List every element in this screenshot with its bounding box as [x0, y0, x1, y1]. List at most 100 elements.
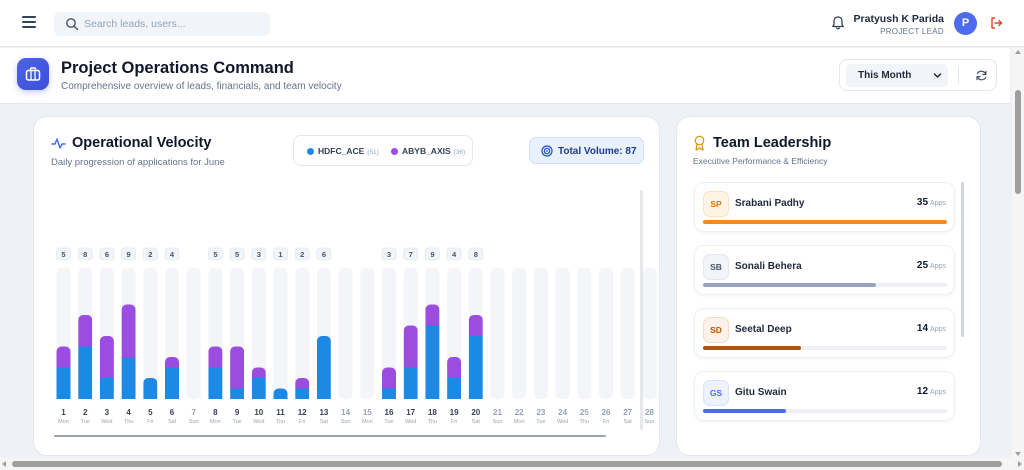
chart-scroll-track: [640, 190, 643, 430]
briefcase-icon: [17, 58, 49, 90]
bar-total-label: 2: [300, 250, 304, 259]
member-progress-fill: [703, 346, 801, 350]
team-member-card[interactable]: SD Seetal Deep 14 Apps: [694, 308, 955, 358]
activity-icon: [51, 138, 66, 149]
bar-track: [642, 268, 657, 399]
x-tick-weekday: Tue: [536, 419, 545, 425]
member-initials: GS: [703, 380, 729, 406]
bar-segment-abyb: [56, 346, 71, 368]
search-icon: [66, 18, 79, 31]
x-tick-weekday: Tue: [232, 419, 241, 425]
legend-item-abyb[interactable]: ABYB_AXIS (36): [391, 146, 465, 156]
x-tick-day: 6: [170, 408, 175, 417]
x-tick-day: 22: [515, 408, 524, 417]
bar-track: [186, 268, 201, 399]
member-progress-track: [703, 409, 947, 413]
bar-segment-hdfc: [382, 388, 396, 399]
x-tick-weekday: Tue: [384, 419, 393, 425]
member-apps-value: 35: [916, 197, 929, 208]
member-name: Gitu Swain: [735, 387, 787, 398]
member-apps-value: 14: [916, 323, 929, 334]
avatar[interactable]: P: [954, 12, 977, 35]
operational-velocity-card: Operational Velocity Daily progression o…: [33, 116, 660, 456]
page-vertical-scrollbar[interactable]: [1012, 48, 1024, 458]
top-bar: Search leads, users... Pratyush K Parida…: [0, 0, 1024, 47]
x-tick-weekday: Fri: [299, 419, 305, 425]
x-tick-day: 12: [298, 408, 307, 417]
bar-total-badge: [424, 247, 440, 261]
x-tick-weekday: Mon: [362, 419, 373, 425]
bar-track: [599, 268, 613, 399]
menu-icon[interactable]: [22, 16, 36, 28]
member-name: Sonali Behera: [735, 261, 802, 272]
x-tick-day: 25: [580, 408, 589, 417]
bar-track: [533, 268, 548, 399]
x-tick-weekday: Wed: [253, 419, 264, 425]
member-name: Srabani Padhy: [735, 198, 805, 209]
x-tick-day: 4: [126, 408, 131, 417]
x-tick-weekday: Thu: [124, 419, 133, 425]
x-tick-day: 13: [319, 408, 328, 417]
bar-segment-hdfc: [121, 357, 136, 399]
scroll-down-arrow[interactable]: [1015, 452, 1021, 456]
bar-segment-hdfc: [78, 346, 93, 399]
bar-total-label: 2: [148, 250, 152, 259]
bar-total-badge: [121, 247, 136, 261]
scroll-left-arrow[interactable]: [2, 461, 6, 467]
period-select[interactable]: This Month: [846, 64, 948, 87]
legend-label: ABYB_AXIS: [402, 146, 451, 156]
scroll-thumb[interactable]: [12, 461, 1002, 467]
notification-bell-icon[interactable]: [830, 15, 846, 31]
bar-segment-abyb: [425, 304, 440, 326]
bar-total-badge: [56, 247, 71, 261]
team-member-card[interactable]: SB Sonali Behera 25 Apps: [694, 245, 955, 295]
bar-track: [360, 268, 375, 399]
x-tick-day: 3: [105, 408, 110, 417]
bar-total-label: 6: [105, 250, 109, 259]
bar-segment-abyb: [447, 357, 462, 378]
logout-icon[interactable]: [989, 16, 1003, 30]
target-icon: [541, 145, 553, 157]
member-initials: SB: [703, 254, 729, 280]
bar-segment-hdfc: [56, 367, 71, 399]
scroll-up-arrow[interactable]: [1015, 50, 1021, 54]
refresh-icon[interactable]: [975, 69, 988, 82]
bar-segment-abyb: [208, 346, 223, 368]
member-progress-track: [703, 283, 947, 287]
x-tick-weekday: Wed: [557, 419, 568, 425]
bar-total-badge: [77, 247, 93, 261]
team-member-card[interactable]: GS Gitu Swain 12 Apps: [694, 371, 955, 421]
velocity-bar-chart: 51Mon82Tue63Wed94Thu25Fri46Sat7Sun58Mon5…: [56, 247, 657, 425]
x-tick-day: 19: [450, 408, 459, 417]
bar-segment-abyb: [78, 315, 93, 347]
member-progress-fill: [703, 220, 947, 224]
bar-segment-hdfc: [208, 367, 223, 399]
bar-segment-hdfc: [316, 336, 331, 399]
legend-dot: [391, 148, 398, 155]
bar-segment-hdfc: [468, 336, 483, 399]
bar-total-label: 3: [387, 250, 391, 259]
search-input[interactable]: Search leads, users...: [54, 12, 270, 36]
x-tick-day: 8: [213, 408, 218, 417]
member-initials: SP: [703, 191, 729, 217]
scroll-thumb[interactable]: [1015, 90, 1021, 194]
legend-item-hdfc[interactable]: HDFC_ACE (51): [307, 146, 379, 156]
page-header: Project Operations Command Comprehensive…: [0, 48, 1010, 104]
x-tick-weekday: Fri: [451, 419, 457, 425]
x-tick-weekday: Thu: [428, 419, 437, 425]
x-tick-day: 24: [558, 408, 567, 417]
x-tick-day: 18: [428, 408, 437, 417]
x-tick-weekday: Mon: [58, 419, 69, 425]
member-progress-fill: [703, 283, 877, 287]
bar-total-label: 4: [170, 250, 175, 259]
x-tick-weekday: Fri: [147, 419, 153, 425]
chart-horizontal-scrollbar[interactable]: [54, 435, 606, 437]
x-tick-day: 15: [363, 408, 372, 417]
velocity-title: Operational Velocity: [72, 135, 212, 151]
scroll-right-arrow[interactable]: [1018, 461, 1022, 467]
page-horizontal-scrollbar[interactable]: [0, 458, 1024, 470]
team-list-scrollbar[interactable]: [961, 182, 964, 337]
bar-track: [382, 268, 396, 399]
bar-total-label: 7: [409, 250, 413, 259]
team-member-card[interactable]: SP Srabani Padhy 35 Apps: [694, 182, 955, 232]
